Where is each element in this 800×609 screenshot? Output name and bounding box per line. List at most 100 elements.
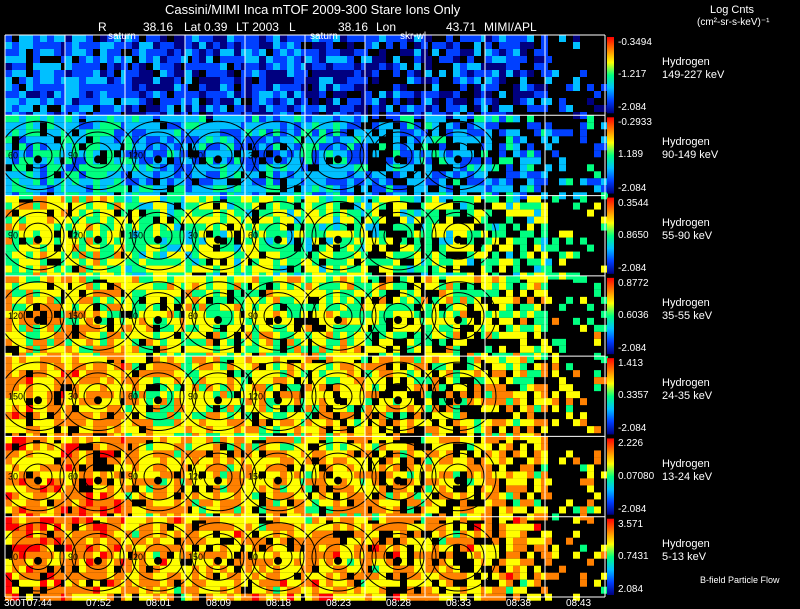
contour-ellipse bbox=[263, 222, 293, 249]
legend-units: (cm²-sr-s-keV)⁻¹ bbox=[697, 17, 770, 28]
contour-ellipse bbox=[431, 372, 485, 421]
contour-label: 120 bbox=[8, 311, 23, 321]
contour-ellipse bbox=[11, 131, 65, 180]
contour-label: 60 bbox=[248, 231, 258, 241]
contour-label: 150 bbox=[248, 472, 263, 482]
contour-ellipse bbox=[59, 361, 137, 431]
contour-ellipse bbox=[323, 383, 353, 410]
contour-ellipse bbox=[119, 361, 197, 431]
lat-text: Lat 0.39 bbox=[184, 20, 228, 34]
contour-ellipse bbox=[83, 383, 113, 410]
scale-min: 2.084 bbox=[618, 584, 644, 595]
contour-ellipse bbox=[119, 281, 197, 351]
contour-ellipse bbox=[299, 120, 377, 191]
frame-tag-1: saturn bbox=[108, 31, 136, 42]
contour-ellipse bbox=[323, 302, 353, 330]
contour-ellipse bbox=[371, 452, 425, 501]
contour-ellipse bbox=[59, 120, 137, 191]
planet-marker bbox=[394, 396, 402, 405]
contour-ellipse bbox=[359, 441, 437, 512]
contour-label: 90 bbox=[128, 472, 138, 482]
contour-ellipse bbox=[11, 532, 65, 581]
scale-min: -2.084 bbox=[618, 503, 647, 515]
legend-title: Log Cnts bbox=[710, 4, 755, 16]
energy-label: 5-13 keV bbox=[662, 550, 707, 563]
contour-label: 90 bbox=[188, 391, 198, 401]
contour-ellipse bbox=[23, 222, 53, 249]
contour-ellipse bbox=[443, 463, 473, 490]
contour-ellipse bbox=[0, 441, 77, 512]
energy-label: 149-227 keV bbox=[662, 69, 725, 82]
contour-ellipse bbox=[263, 302, 293, 330]
lt-text: LT 2003 bbox=[236, 20, 279, 34]
contour-ellipse bbox=[203, 142, 233, 169]
contour-ellipse bbox=[431, 292, 485, 340]
planet-marker bbox=[334, 396, 342, 405]
contour-ellipse bbox=[251, 452, 305, 501]
r-label: R bbox=[98, 20, 107, 34]
contour-ellipse bbox=[419, 120, 497, 191]
contour-ellipse bbox=[431, 131, 485, 180]
energy-label: 35-55 keV bbox=[662, 310, 713, 322]
contour-ellipse bbox=[443, 222, 473, 249]
contour-ellipse bbox=[179, 281, 257, 351]
contour-ellipse bbox=[311, 292, 365, 340]
contour-label: 30 bbox=[248, 150, 258, 160]
contour-ellipse bbox=[119, 120, 197, 191]
colorbar bbox=[607, 518, 614, 595]
planet-marker bbox=[394, 476, 402, 485]
scale-max: -0.2933 bbox=[618, 117, 652, 129]
contour-ellipse bbox=[383, 302, 413, 330]
contour-ellipse bbox=[419, 201, 497, 271]
plot-title: Cassini/MIMI Inca mTOF 2009-300 Stare Io… bbox=[165, 2, 461, 17]
contour-ellipse bbox=[239, 441, 317, 512]
contour-ellipse bbox=[311, 131, 365, 180]
time-label: 08:18 bbox=[266, 598, 292, 609]
planet-marker bbox=[214, 235, 222, 244]
planet-marker bbox=[334, 316, 342, 324]
contour-ellipse bbox=[179, 522, 257, 592]
contour-ellipse bbox=[71, 452, 125, 501]
contour-ellipse bbox=[239, 522, 317, 592]
contour-label: 150 bbox=[68, 311, 83, 321]
contour-ellipse bbox=[23, 543, 53, 570]
planet-marker bbox=[454, 316, 462, 324]
contour-ellipse bbox=[239, 201, 317, 271]
planet-marker bbox=[394, 316, 402, 324]
contour-ellipse bbox=[431, 211, 485, 260]
planet-marker bbox=[94, 235, 102, 244]
org-label: MIMI/APL bbox=[484, 20, 537, 34]
contour-ellipse bbox=[299, 522, 377, 592]
contour-ellipse bbox=[0, 361, 77, 431]
contour-ellipse bbox=[83, 543, 113, 570]
contour-ellipse bbox=[191, 372, 245, 421]
contour-ellipse bbox=[143, 142, 173, 169]
contour-ellipse bbox=[419, 441, 497, 512]
scale-mid: 1.189 bbox=[618, 149, 644, 161]
contour-ellipse bbox=[23, 302, 53, 330]
time-label: 08:23 bbox=[326, 598, 352, 609]
contour-ellipse bbox=[251, 292, 305, 340]
contour-ellipse bbox=[203, 302, 233, 330]
contour-ellipse bbox=[131, 211, 185, 260]
contour-ellipse bbox=[311, 372, 365, 421]
contour-ellipse bbox=[23, 463, 53, 490]
energy-label: 24-35 keV bbox=[662, 390, 713, 403]
contour-ellipse bbox=[299, 281, 377, 351]
lon-label: Lon bbox=[376, 20, 397, 34]
scale-min: -2.084 bbox=[618, 262, 647, 274]
time-label: 08:33 bbox=[446, 598, 472, 609]
contour-ellipse bbox=[311, 211, 365, 260]
scale-mid: 0.3357 bbox=[618, 390, 649, 402]
contour-ellipse bbox=[419, 361, 497, 431]
planet-marker bbox=[454, 556, 462, 565]
planet-marker bbox=[94, 316, 102, 324]
contour-ellipse bbox=[239, 120, 317, 191]
planet-marker bbox=[154, 476, 162, 485]
contour-ellipse bbox=[323, 463, 353, 490]
energy-label: 55-90 keV bbox=[662, 229, 713, 242]
contour-ellipse bbox=[0, 120, 77, 191]
contour-ellipse bbox=[299, 201, 377, 271]
contour-label: 120 bbox=[128, 150, 143, 160]
colorbar bbox=[607, 358, 614, 435]
